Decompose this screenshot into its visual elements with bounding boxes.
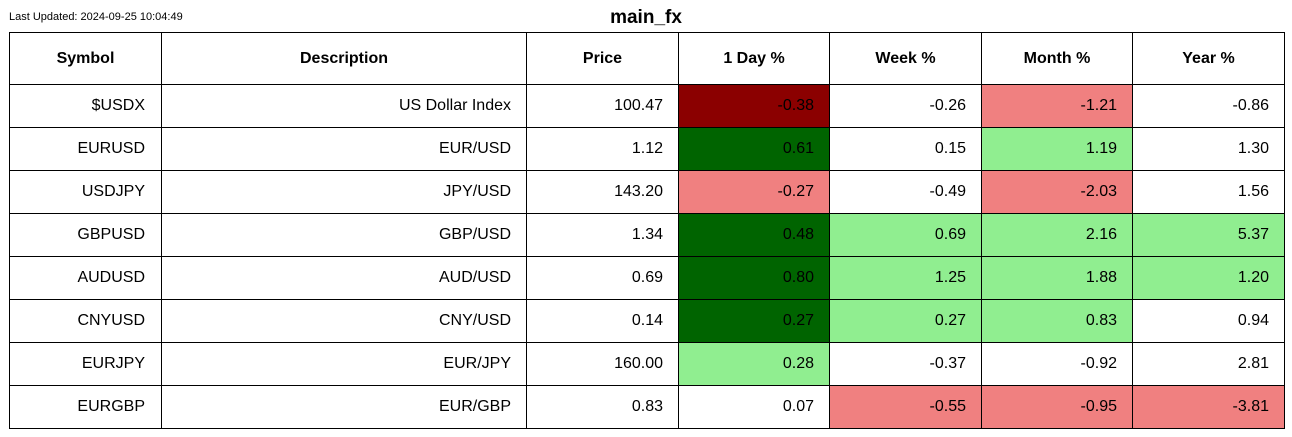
table-row: USDJPY JPY/USD 143.20 -0.27 -0.49 -2.03 … bbox=[9, 170, 1285, 214]
month-pct-cell: -0.95 bbox=[981, 385, 1133, 429]
year-pct-cell: -3.81 bbox=[1132, 385, 1285, 429]
week-pct-cell: 0.15 bbox=[829, 127, 982, 171]
description-cell: CNY/USD bbox=[161, 299, 527, 343]
symbol-cell: $USDX bbox=[9, 84, 162, 128]
day-pct-cell: -0.38 bbox=[678, 84, 830, 128]
symbol-cell: EURJPY bbox=[9, 342, 162, 386]
day-pct-cell: 0.28 bbox=[678, 342, 830, 386]
week-pct-cell: 1.25 bbox=[829, 256, 982, 300]
day-pct-cell: 0.48 bbox=[678, 213, 830, 257]
day-pct-cell: 0.61 bbox=[678, 127, 830, 171]
month-pct-cell: 2.16 bbox=[981, 213, 1133, 257]
fx-table: Symbol Description Price 1 Day % Week % … bbox=[9, 32, 1285, 429]
table-row: CNYUSD CNY/USD 0.14 0.27 0.27 0.83 0.94 bbox=[9, 299, 1285, 343]
column-header-year-pct: Year % bbox=[1132, 32, 1285, 85]
day-pct-cell: 0.07 bbox=[678, 385, 830, 429]
description-cell: US Dollar Index bbox=[161, 84, 527, 128]
description-cell: GBP/USD bbox=[161, 213, 527, 257]
week-pct-cell: 0.27 bbox=[829, 299, 982, 343]
description-cell: JPY/USD bbox=[161, 170, 527, 214]
week-pct-cell: -0.49 bbox=[829, 170, 982, 214]
price-cell: 160.00 bbox=[526, 342, 679, 386]
year-pct-cell: 5.37 bbox=[1132, 213, 1285, 257]
column-header-symbol: Symbol bbox=[9, 32, 162, 85]
header-row: Symbol Description Price 1 Day % Week % … bbox=[9, 32, 1285, 85]
price-cell: 1.12 bbox=[526, 127, 679, 171]
symbol-cell: USDJPY bbox=[9, 170, 162, 214]
table-row: EURUSD EUR/USD 1.12 0.61 0.15 1.19 1.30 bbox=[9, 127, 1285, 171]
day-pct-cell: -0.27 bbox=[678, 170, 830, 214]
description-cell: EUR/GBP bbox=[161, 385, 527, 429]
day-pct-cell: 0.80 bbox=[678, 256, 830, 300]
price-cell: 0.69 bbox=[526, 256, 679, 300]
page-title: main_fx bbox=[610, 7, 682, 28]
symbol-cell: EURGBP bbox=[9, 385, 162, 429]
symbol-cell: GBPUSD bbox=[9, 213, 162, 257]
symbol-cell: CNYUSD bbox=[9, 299, 162, 343]
price-cell: 143.20 bbox=[526, 170, 679, 214]
column-header-1-day-pct: 1 Day % bbox=[678, 32, 830, 85]
table-row: EURGBP EUR/GBP 0.83 0.07 -0.55 -0.95 -3.… bbox=[9, 385, 1285, 429]
table-row: GBPUSD GBP/USD 1.34 0.48 0.69 2.16 5.37 bbox=[9, 213, 1285, 257]
year-pct-cell: 1.30 bbox=[1132, 127, 1285, 171]
month-pct-cell: 0.83 bbox=[981, 299, 1133, 343]
day-pct-cell: 0.27 bbox=[678, 299, 830, 343]
price-cell: 0.83 bbox=[526, 385, 679, 429]
symbol-cell: AUDUSD bbox=[9, 256, 162, 300]
symbol-cell: EURUSD bbox=[9, 127, 162, 171]
week-pct-cell: 0.69 bbox=[829, 213, 982, 257]
week-pct-cell: -0.26 bbox=[829, 84, 982, 128]
year-pct-cell: 0.94 bbox=[1132, 299, 1285, 343]
year-pct-cell: 2.81 bbox=[1132, 342, 1285, 386]
year-pct-cell: 1.20 bbox=[1132, 256, 1285, 300]
column-header-month-pct: Month % bbox=[981, 32, 1133, 85]
week-pct-cell: -0.37 bbox=[829, 342, 982, 386]
year-pct-cell: -0.86 bbox=[1132, 84, 1285, 128]
table-row: EURJPY EUR/JPY 160.00 0.28 -0.37 -0.92 2… bbox=[9, 342, 1285, 386]
column-header-price: Price bbox=[526, 32, 679, 85]
table-row: AUDUSD AUD/USD 0.69 0.80 1.25 1.88 1.20 bbox=[9, 256, 1285, 300]
month-pct-cell: -0.92 bbox=[981, 342, 1133, 386]
description-cell: EUR/USD bbox=[161, 127, 527, 171]
column-header-description: Description bbox=[161, 32, 527, 85]
year-pct-cell: 1.56 bbox=[1132, 170, 1285, 214]
price-cell: 1.34 bbox=[526, 213, 679, 257]
price-cell: 100.47 bbox=[526, 84, 679, 128]
description-cell: AUD/USD bbox=[161, 256, 527, 300]
table-row: $USDX US Dollar Index 100.47 -0.38 -0.26… bbox=[9, 84, 1285, 128]
month-pct-cell: -2.03 bbox=[981, 170, 1133, 214]
month-pct-cell: 1.19 bbox=[981, 127, 1133, 171]
description-cell: EUR/JPY bbox=[161, 342, 527, 386]
month-pct-cell: 1.88 bbox=[981, 256, 1133, 300]
week-pct-cell: -0.55 bbox=[829, 385, 982, 429]
last-updated-timestamp: Last Updated: 2024-09-25 10:04:49 bbox=[9, 11, 183, 23]
month-pct-cell: -1.21 bbox=[981, 84, 1133, 128]
column-header-week-pct: Week % bbox=[829, 32, 982, 85]
price-cell: 0.14 bbox=[526, 299, 679, 343]
